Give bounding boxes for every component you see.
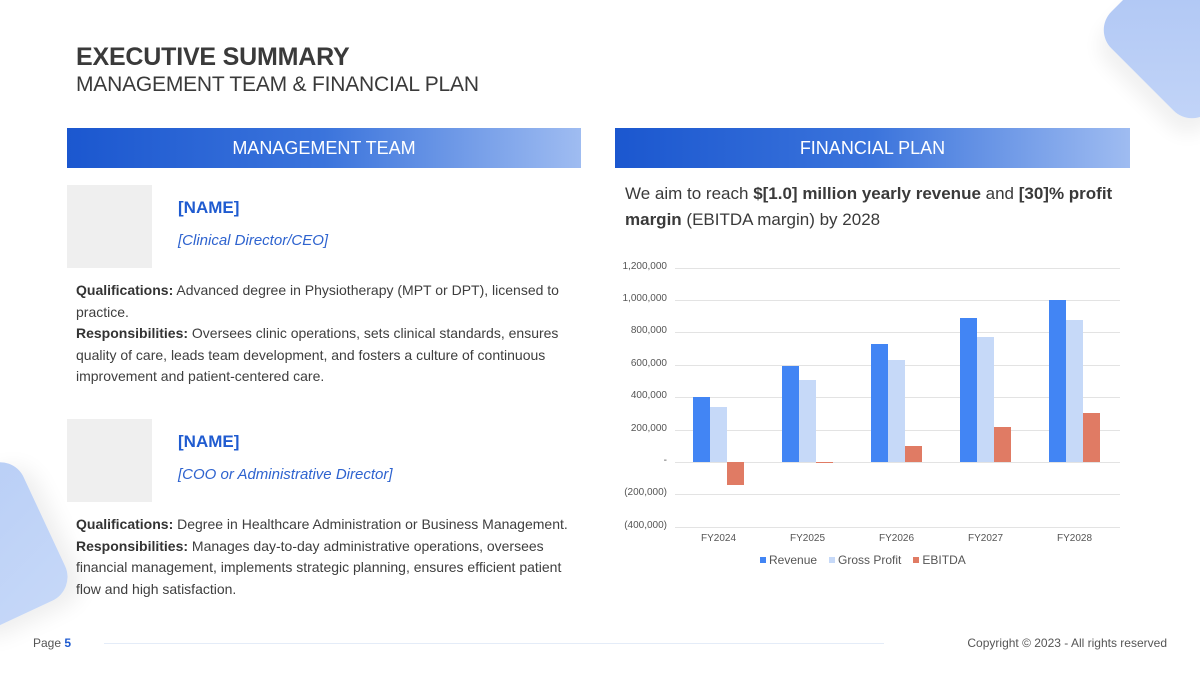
statement-highlight-revenue: $[1.0] million yearly revenue [753,184,981,203]
legend-label: Gross Profit [838,553,902,567]
responsibilities-text: Manages day-to-day administrative operat… [76,537,562,597]
bar-gross-profit [977,337,994,462]
legend-item-revenue: Revenue [760,553,817,567]
qualifications-text: Degree in Healthcare Administration or B… [177,516,568,532]
bar-ebitda [1083,412,1100,462]
legend-item-ebitda: EBITDA [913,553,966,567]
statement-text: (EBITDA margin) by 2028 [681,210,881,229]
responsibilities-text: Oversees clinic operations, sets clinica… [76,325,559,384]
member-photo-placeholder [67,419,152,502]
bar-gross-profit [799,380,816,462]
legend-swatch-icon [760,557,766,563]
x-axis-tick-label: FY2024 [700,533,737,544]
decorative-shape-top-right [1093,0,1200,129]
bar-gross-profit [888,359,905,462]
bar-ebitda [816,461,833,463]
bar-revenue [1049,300,1066,462]
member-name: [NAME] [178,432,240,451]
gridline [675,268,1120,269]
y-axis-tick-label: 1,200,000 [622,261,668,272]
member-description: Qualifications: Advanced degree in Physi… [76,280,576,388]
y-axis-tick-label: 400,000 [630,390,667,401]
page-indicator: Page 5 [33,636,71,650]
member-description: Qualifications: Degree in Healthcare Adm… [76,514,576,600]
page-subtitle: MANAGEMENT TEAM & FINANCIAL PLAN [76,73,479,96]
y-axis-tick-label: 200,000 [630,423,667,434]
responsibilities-label: Responsibilities: [76,537,189,554]
qualifications-label: Qualifications: [76,282,174,298]
gridline [675,494,1120,495]
qualifications-text: Advanced degree in Physiotherapy (MPT or… [76,282,559,320]
copyright-text: Copyright © 2023 - All rights reserved [967,636,1167,650]
bar-revenue [871,343,888,462]
management-team-header: MANAGEMENT TEAM [67,128,581,168]
page-label: Page [33,636,62,650]
legend-item-gross-profit: Gross Profit [829,553,901,567]
page-number: 5 [64,636,72,650]
statement-text: and [980,184,1019,203]
bar-ebitda [905,445,922,462]
footer-divider [104,643,884,644]
y-axis-tick-label: 800,000 [630,325,667,336]
bar-revenue [960,317,977,462]
y-axis-tick-label: (400,000) [624,520,667,531]
bar-revenue [693,397,710,462]
legend-label: Revenue [769,553,818,567]
qualifications-label: Qualifications: [76,516,174,532]
y-axis-tick-label: - [663,455,667,466]
chart-legend: Revenue Gross Profit EBITDA [760,553,966,567]
y-axis-tick-label: (200,000) [624,487,667,498]
financial-plan-header: FINANCIAL PLAN [615,128,1130,168]
gridline [675,332,1120,333]
responsibilities-label: Responsibilities: [76,325,189,341]
x-axis-tick-label: FY2027 [967,533,1004,544]
financial-goal-statement: We aim to reach $[1.0] million yearly re… [625,181,1115,233]
gridline [675,462,1120,463]
member-photo-placeholder [67,185,152,268]
x-axis-tick-label: FY2025 [789,533,826,544]
bar-ebitda [727,462,744,486]
statement-highlight-margin: [30]% profit margin [625,184,1113,229]
bar-gross-profit [710,406,727,462]
bar-ebitda [994,427,1011,462]
bar-gross-profit [1066,320,1083,462]
legend-label: EBITDA [922,553,966,567]
bar-revenue [782,366,799,462]
member-role: [COO or Administrative Director] [178,466,393,483]
gridline [675,527,1120,528]
decorative-shape-bottom-left [0,453,77,641]
statement-text: We aim to reach [625,184,754,203]
gridline [675,300,1120,301]
member-role: [Clinical Director/CEO] [178,232,329,249]
member-name: [NAME] [178,198,240,217]
y-axis-tick-label: 600,000 [630,358,667,369]
x-axis-tick-label: FY2028 [1056,533,1093,544]
legend-swatch-icon [829,557,836,563]
y-axis-tick-label: 1,000,000 [622,293,668,304]
legend-swatch-icon [913,557,920,563]
page-title: EXECUTIVE SUMMARY [76,43,350,71]
x-axis-tick-label: FY2026 [878,533,915,544]
